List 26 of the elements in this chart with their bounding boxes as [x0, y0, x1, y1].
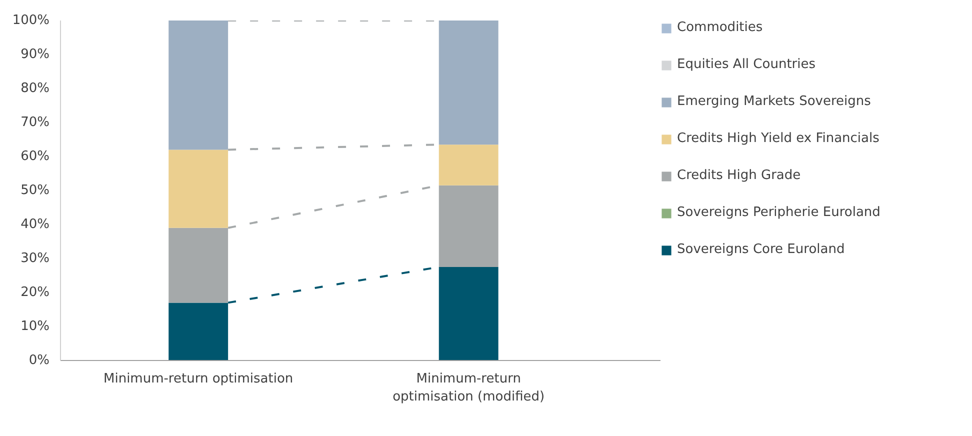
y-tick-label: 40%: [20, 217, 50, 232]
legend-label: Equities All Countries: [677, 57, 816, 72]
y-tick-label: 10%: [20, 319, 50, 334]
y-tick-label: 20%: [20, 285, 50, 300]
x-tick-label: Minimum-return optimisation: [104, 372, 294, 386]
x-tick-label: Minimum-return optimisation (modified): [392, 372, 545, 404]
legend-label: Credits High Yield ex Financials: [677, 131, 880, 146]
y-tick-label: 100%: [12, 13, 50, 28]
bar: [168, 20, 228, 150]
y-tick-label: 60%: [20, 149, 50, 164]
legend-label: Sovereigns Core Euroland: [677, 242, 845, 257]
legend-label: Commodities: [677, 20, 763, 35]
legend-label: Sovereigns Peripherie Euroland: [677, 205, 880, 220]
bar: [168, 150, 228, 228]
bar: [438, 267, 498, 360]
y-tick-label: 30%: [20, 251, 50, 266]
y-tick-label: 50%: [20, 183, 50, 198]
y-tick-label: 90%: [20, 47, 50, 62]
y-tick-label: 70%: [20, 115, 50, 130]
bar: [438, 20, 498, 145]
y-tick-label: 0%: [28, 353, 50, 368]
bar: [438, 185, 498, 267]
bar: [438, 144, 498, 186]
legend-label: Credits High Grade: [677, 168, 801, 183]
legend-label: Emerging Markets Sovereigns: [677, 94, 871, 109]
y-tick-label: 80%: [20, 81, 50, 96]
